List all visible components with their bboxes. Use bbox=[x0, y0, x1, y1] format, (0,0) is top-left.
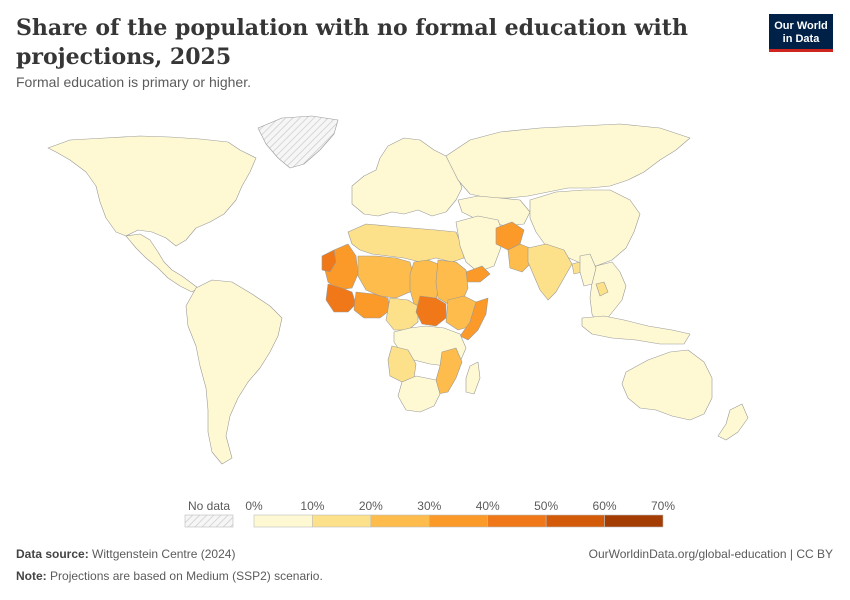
region-china[interactable] bbox=[529, 189, 641, 267]
region-europe[interactable] bbox=[351, 137, 463, 217]
region-mozambique[interactable] bbox=[435, 347, 463, 395]
region-burkina-faso[interactable] bbox=[353, 291, 391, 319]
region-south-sudan[interactable] bbox=[415, 295, 447, 327]
legend-bin-60-70[interactable] bbox=[604, 514, 664, 528]
region-new-zealand[interactable] bbox=[717, 403, 749, 441]
region-madagascar[interactable] bbox=[465, 361, 481, 395]
region-western-sahara[interactable] bbox=[321, 249, 337, 273]
region-somalia[interactable] bbox=[459, 297, 489, 341]
legend-bin-50-60[interactable] bbox=[545, 514, 605, 528]
chart-subtitle: Formal education is primary or higher. bbox=[16, 74, 251, 90]
legend-tick-label: 10% bbox=[300, 499, 324, 513]
legend-no-data-swatch bbox=[184, 514, 234, 528]
data-source-label: Data source: bbox=[16, 547, 89, 561]
region-australia[interactable] bbox=[621, 349, 713, 421]
chart-note: Note: Projections are based on Medium (S… bbox=[16, 569, 323, 583]
region-southern-africa[interactable] bbox=[397, 375, 441, 413]
color-legend: No data 0% 10% 20% 30% 40% 50% 60% 70% bbox=[184, 499, 675, 528]
legend-bin-30-40[interactable] bbox=[428, 514, 489, 528]
world-map[interactable] bbox=[0, 100, 850, 480]
legend-bin-20-30[interactable] bbox=[370, 514, 430, 528]
region-yemen[interactable] bbox=[465, 265, 491, 283]
logo-line-2: in Data bbox=[782, 33, 820, 45]
region-saudi-arabia-middle-east[interactable] bbox=[455, 215, 505, 273]
legend-tick-label: 0% bbox=[245, 499, 263, 513]
legend-tick-label: 40% bbox=[476, 499, 500, 513]
legend-no-data-label: No data bbox=[188, 499, 230, 513]
source-url-link[interactable]: OurWorldinData.org/global-education | CC… bbox=[588, 547, 833, 561]
data-source: Data source: Wittgenstein Centre (2024) bbox=[16, 547, 235, 561]
region-southeast-asia[interactable] bbox=[589, 261, 627, 327]
region-myanmar[interactable] bbox=[579, 253, 597, 287]
region-greenland[interactable] bbox=[257, 115, 339, 169]
legend-tick-label: 60% bbox=[593, 499, 617, 513]
region-mali-niger[interactable] bbox=[357, 255, 415, 299]
legend-bin-10-20[interactable] bbox=[312, 514, 372, 528]
region-india[interactable] bbox=[527, 243, 573, 301]
data-source-value[interactable]: Wittgenstein Centre (2024) bbox=[92, 547, 236, 561]
region-south-america[interactable] bbox=[185, 279, 283, 465]
legend-tick-label: 70% bbox=[651, 499, 675, 513]
owid-logo[interactable]: Our World in Data bbox=[769, 14, 833, 52]
region-nigeria[interactable] bbox=[385, 297, 419, 331]
legend-bin-0-10[interactable] bbox=[253, 514, 313, 528]
region-senegal-guinea[interactable] bbox=[325, 283, 357, 313]
note-value: Projections are based on Medium (SSP2) s… bbox=[50, 569, 323, 583]
region-russia[interactable] bbox=[445, 123, 691, 199]
region-cambodia[interactable] bbox=[595, 281, 609, 297]
note-label: Note: bbox=[16, 569, 47, 583]
legend-tick-label: 20% bbox=[359, 499, 383, 513]
chart-title: Share of the population with no formal e… bbox=[16, 15, 688, 70]
legend-tick-label: 30% bbox=[417, 499, 441, 513]
region-indonesia[interactable] bbox=[581, 315, 691, 345]
logo-line-1: Our World bbox=[774, 20, 828, 32]
legend-tick-label: 50% bbox=[534, 499, 558, 513]
region-north-america[interactable] bbox=[47, 135, 257, 247]
region-central-america[interactable] bbox=[125, 233, 199, 293]
legend-bin-40-50[interactable] bbox=[487, 514, 547, 528]
